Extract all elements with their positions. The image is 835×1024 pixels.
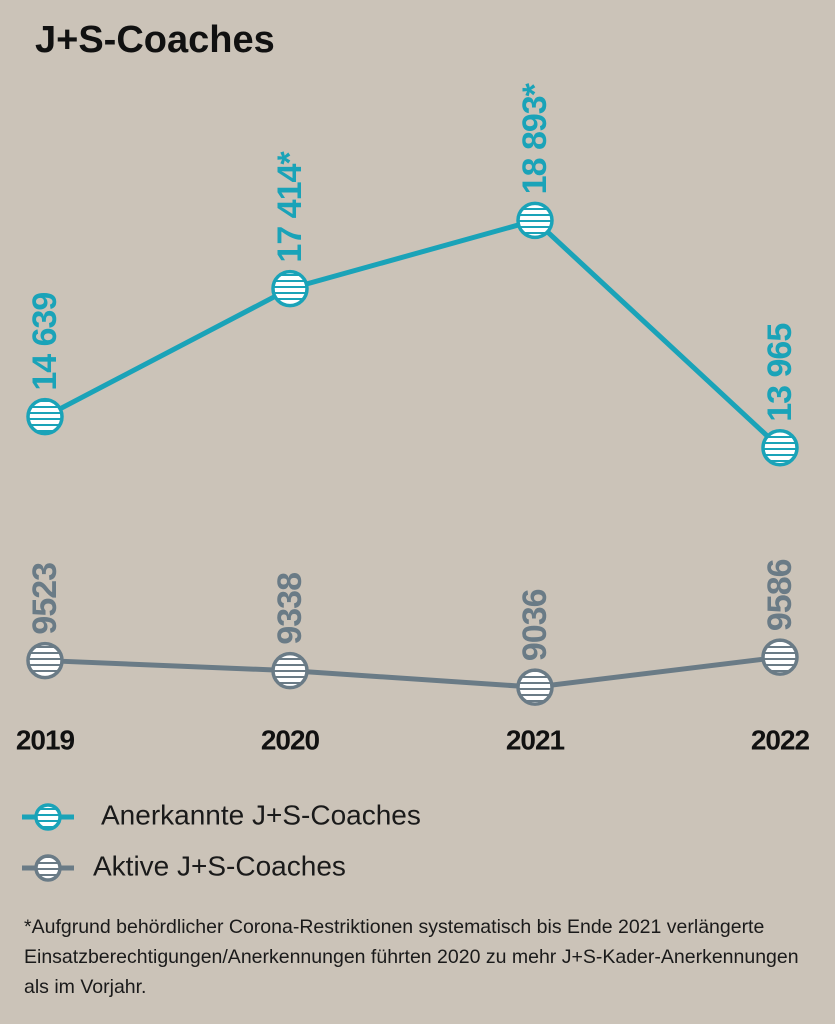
data-label: 9036 bbox=[516, 589, 554, 661]
data-label: 9523 bbox=[26, 563, 64, 635]
chart-title: J+S-Coaches bbox=[35, 19, 275, 61]
series-line bbox=[43, 217, 782, 450]
data-label: 14 639 bbox=[26, 293, 64, 391]
x-tick-label: 2021 bbox=[506, 724, 565, 755]
legend-label: Anerkannte J+S-Coaches bbox=[101, 799, 421, 830]
point bbox=[516, 668, 554, 706]
point bbox=[761, 429, 799, 467]
point bbox=[26, 641, 64, 680]
footnote: *Aufgrund behördlicher Corona-Restriktio… bbox=[24, 916, 799, 998]
x-tick-label: 2019 bbox=[16, 724, 75, 755]
data-label: 17 414* bbox=[271, 151, 309, 263]
chart: J+S-Coaches 14 639 17 414* 18 893* 13 965 95… bbox=[16, 19, 811, 882]
legend-marker bbox=[34, 803, 62, 831]
x-tick-label: 2020 bbox=[261, 724, 320, 755]
series-line bbox=[44, 654, 781, 690]
legend-marker bbox=[34, 854, 62, 882]
point bbox=[271, 651, 309, 690]
data-label: 13 965 bbox=[761, 324, 799, 422]
data-label: 9338 bbox=[271, 573, 309, 645]
data-label: 9586 bbox=[761, 559, 799, 631]
data-label: 18 893* bbox=[516, 82, 554, 194]
legend-label: Aktive J+S-Coaches bbox=[93, 850, 346, 881]
point bbox=[761, 638, 799, 676]
point bbox=[516, 201, 554, 240]
point bbox=[26, 397, 64, 436]
x-tick-label: 2022 bbox=[751, 724, 810, 755]
point bbox=[271, 269, 309, 308]
